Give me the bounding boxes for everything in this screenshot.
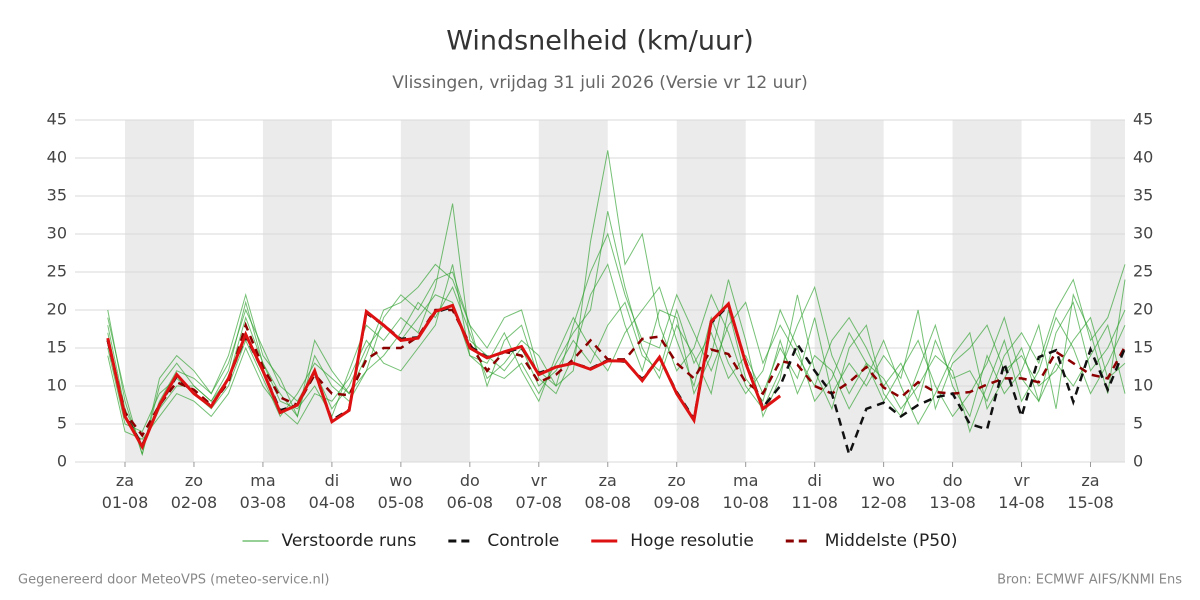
legend-label: Hoge resolutie: [630, 531, 754, 551]
y2-tick-label: 45: [1133, 110, 1153, 129]
day-shade: [676, 120, 746, 462]
day-shade: [262, 120, 332, 462]
x-tick-label: do 06-08: [447, 471, 494, 512]
series-line: [106, 308, 1127, 438]
y2-tick-label: 40: [1133, 148, 1153, 167]
x-tick-label: wo 05-08: [378, 471, 425, 512]
legend: Verstoorde runs Controle Hoge resolutie Mid…: [242, 531, 958, 551]
series-line: [106, 303, 1127, 459]
y-tick-label: 5: [57, 414, 67, 433]
x-tick-label: di 11-08: [791, 471, 838, 512]
ensemble-line: [107, 150, 1126, 434]
x-tick-label: zo 02-08: [171, 471, 218, 512]
series-line: [106, 301, 782, 451]
x-tick-label: ma 10-08: [722, 471, 769, 512]
x-tick-label: vr 07-08: [516, 471, 563, 512]
footer-left: Gegenereerd door MeteoVPS (meteo-service…: [18, 573, 329, 588]
day-shade: [400, 120, 470, 462]
y2-tick-label: 30: [1133, 224, 1153, 243]
day-shade: [814, 120, 884, 462]
y-tick-label: 15: [47, 338, 67, 357]
footer-right: Bron: ECMWF AIFS/KNMI Ens: [997, 573, 1182, 588]
legend-label: Middelste (P50): [825, 531, 958, 551]
x-tick-label: vr 14-08: [998, 471, 1045, 512]
y2-tick-label: 0: [1133, 452, 1143, 471]
legend-label: Controle: [487, 531, 559, 551]
chart-title: Windsnelheid (km/uur): [446, 26, 754, 57]
x-tick-label: zo 09-08: [653, 471, 700, 512]
y-tick-label: 0: [57, 452, 67, 471]
y2-tick-label: 5: [1133, 414, 1143, 433]
ensemble-line: [107, 263, 1126, 457]
day-shade: [538, 120, 608, 462]
x-tick-label: za 01-08: [102, 471, 149, 512]
chart-subtitle: Vlissingen, vrijdag 31 juli 2026 (Versie…: [392, 73, 808, 93]
x-tick-label: do 13-08: [929, 471, 976, 512]
y2-tick-label: 35: [1133, 186, 1153, 205]
y-tick-label: 35: [47, 186, 67, 205]
y2-tick-label: 10: [1133, 376, 1153, 395]
y-tick-label: 10: [47, 376, 67, 395]
y2-tick-label: 15: [1133, 338, 1153, 357]
day-shade: [952, 120, 1022, 462]
day-shade: [1090, 120, 1125, 462]
ensemble-line: [107, 203, 1126, 448]
y-tick-label: 30: [47, 224, 67, 243]
x-tick-label: di 04-08: [309, 471, 356, 512]
ensemble-line: [107, 286, 1126, 449]
y-tick-label: 25: [47, 262, 67, 281]
day-shade: [125, 120, 194, 462]
y-tick-label: 45: [47, 110, 67, 129]
y2-tick-label: 25: [1133, 262, 1153, 281]
y2-tick-label: 20: [1133, 300, 1153, 319]
ensemble-line: [107, 232, 1126, 455]
x-tick-label: za 15-08: [1067, 471, 1114, 512]
y-tick-label: 20: [47, 300, 67, 319]
x-tick-label: wo 12-08: [860, 471, 907, 512]
y-tick-label: 40: [47, 148, 67, 167]
x-tick-label: ma 03-08: [240, 471, 287, 512]
x-tick-label: za 08-08: [585, 471, 632, 512]
legend-label: Verstoorde runs: [282, 531, 417, 551]
